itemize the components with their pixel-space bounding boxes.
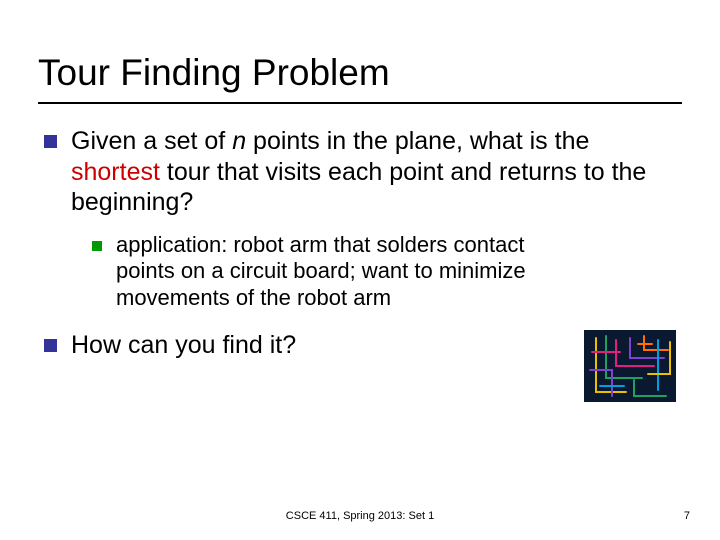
slide-footer: CSCE 411, Spring 2013: Set 1 [0,510,720,522]
bullet-2-text: How can you find it? [71,330,296,361]
bullet-1a-text: application: robot arm that solders cont… [116,232,682,312]
bullet-1-text: Given a set of n points in the plane, wh… [71,126,682,218]
text-italic-n: n [232,127,246,155]
text-fragment: Given a set of [71,127,232,155]
slide-pagenum: 7 [684,510,690,522]
circuit-board-image [584,330,676,402]
bullet-1a: application: robot arm that solders cont… [92,232,682,312]
bullet-square-icon [44,339,57,352]
bullet-1: Given a set of n points in the plane, wh… [38,126,682,218]
bullet-square-icon [44,135,57,148]
text-red-shortest: shortest [71,158,160,186]
bullet-subsquare-icon [92,241,102,251]
slide-title: Tour Finding Problem [38,52,682,104]
text-fragment: points in the plane, what is the [246,127,589,155]
